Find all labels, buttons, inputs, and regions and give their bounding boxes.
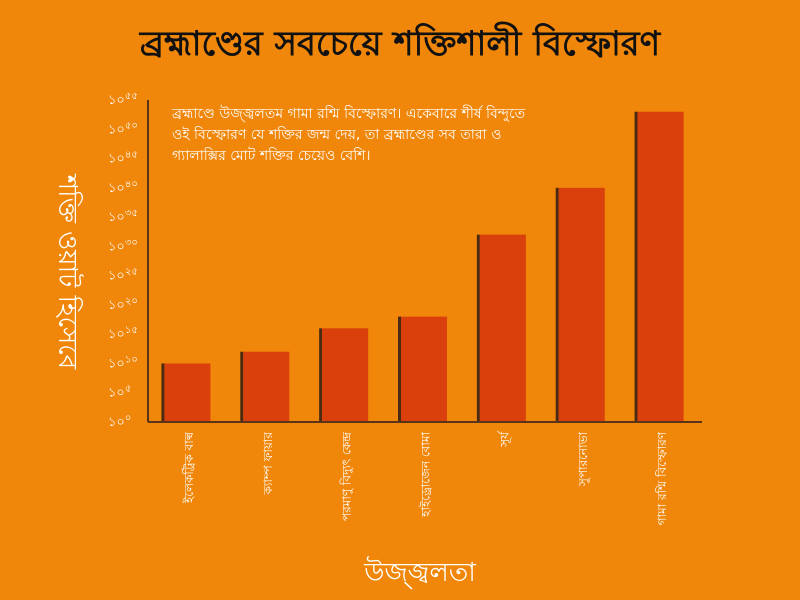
bar-edge (240, 351, 244, 422)
x-tick-label: পরমাণু বিদ্যুৎ কেন্দ্র (340, 432, 355, 521)
y-tick-label: ১০১০ (108, 354, 138, 371)
y-tick-label: ১০৫৫ (108, 91, 138, 108)
y-tick-label: ১০৪৫ (108, 150, 138, 167)
axes (147, 100, 702, 423)
y-tick-label: ১০৩০ (108, 237, 138, 254)
y-tick-label: ১০৫ (108, 384, 131, 401)
bar-3 (322, 328, 369, 422)
x-axis-label: উজ্জ্বলতা (364, 558, 476, 588)
bar-7 (637, 111, 684, 422)
chart-annotation: ব্রহ্মাণ্ডে উজ্জ্বলতম গামা রশ্মি বিস্ফোর… (172, 106, 526, 164)
bar-edge (634, 111, 638, 422)
x-tick-label: হাইড্রোজেন বোমা (419, 431, 433, 517)
x-tick-label: সুপারনোভা (576, 431, 591, 487)
bar-6 (558, 187, 605, 422)
x-tick-label: ক্যাম্প ফায়ার (261, 432, 275, 496)
bar-4 (401, 316, 447, 422)
bar-edge (319, 328, 323, 422)
y-tick-label: ১০০ (108, 413, 131, 430)
y-axis-label: শক্তি ওয়াট হিসেবে (52, 174, 82, 370)
bars-layer (161, 111, 684, 422)
y-tick-labels: ১০০ ১০৫ ১০১০ ১০১৫ ১০২০ ১০২৫ ১০৩০ ১০৩৫ ১০৪০ ১০৪৫ ১০… (108, 91, 138, 430)
x-tick-label: গামা রশ্মি বিস্ফোরণ (655, 431, 669, 525)
bar-1 (164, 363, 211, 422)
bar-5 (479, 234, 526, 422)
bar-2 (243, 351, 290, 422)
chart-title: ব্রহ্মাণ্ডের সবচেয়ে শক্তিশালী বিস্ফোরণ (139, 24, 661, 64)
x-tick-labels: ইলেকট্রিক বাল্ব ক্যাম্প ফায়ার পরমাণু বিদ্… (182, 430, 669, 525)
y-tick-label: ১০২০ (108, 296, 138, 313)
x-tick-label: ইলেকট্রিক বাল্ব (182, 431, 196, 504)
bar-edge (476, 234, 480, 422)
y-tick-label: ১০৩৫ (108, 208, 138, 225)
x-tick-label: সূর্য (497, 430, 512, 448)
bar-edge (398, 316, 401, 422)
bar-edge (555, 187, 559, 422)
y-tick-label: ১০১৫ (108, 325, 138, 342)
y-tick-label: ১০২৫ (108, 267, 138, 284)
bar-edge (161, 363, 165, 422)
y-tick-label: ১০৫০ (108, 120, 138, 137)
y-tick-label: ১০৪০ (108, 179, 138, 196)
